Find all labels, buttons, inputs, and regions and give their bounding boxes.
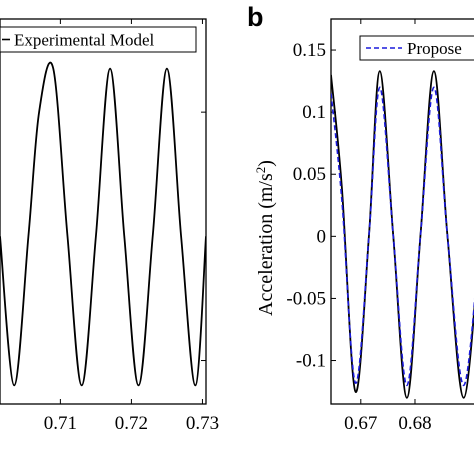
chart-panel-2: 0.67 0.68 0.15 0.1 0.05 0 -0.05 -0.1 Propose b Acc… [247, 2, 474, 434]
x-tick-label: 0.67 [344, 413, 377, 434]
y-tick-label: 0.1 [302, 102, 326, 123]
y-tick-label: -0.05 [286, 288, 326, 309]
panel-label: b [247, 2, 264, 32]
series-line-1 [0, 61, 206, 387]
x-tick-label: 0.68 [398, 413, 431, 434]
legend-box [0, 26, 197, 53]
y-tick-label: 0.05 [293, 164, 326, 185]
legend-label: Experimental Model [14, 31, 154, 50]
plot-area [0, 61, 206, 387]
legend-label: Propose [407, 39, 462, 58]
plot-area [331, 70, 474, 399]
y-tick-label: 0.15 [293, 40, 326, 61]
x-tick-label: 0.71 [44, 413, 77, 434]
axes-frame [0, 18, 207, 405]
y-axis-label: Acceleration (m/s2) [253, 160, 277, 316]
chart-panel-1: 0.71 0.72 0.73 Experimental Model [0, 18, 219, 434]
y-axis-label-main: Acceleration (m/s [255, 173, 277, 316]
x-tick-label: 0.72 [115, 413, 148, 434]
y-axis-label-sup: 2 [253, 167, 268, 174]
y-tick-label: 0 [317, 226, 327, 247]
axes-frame [330, 18, 474, 405]
series-line-2 [331, 86, 474, 387]
x-tick-label: 0.73 [186, 413, 219, 434]
y-tick-label: -0.1 [296, 351, 326, 372]
y-axis-label-tail: ) [255, 160, 277, 167]
series-line-1 [331, 70, 474, 399]
